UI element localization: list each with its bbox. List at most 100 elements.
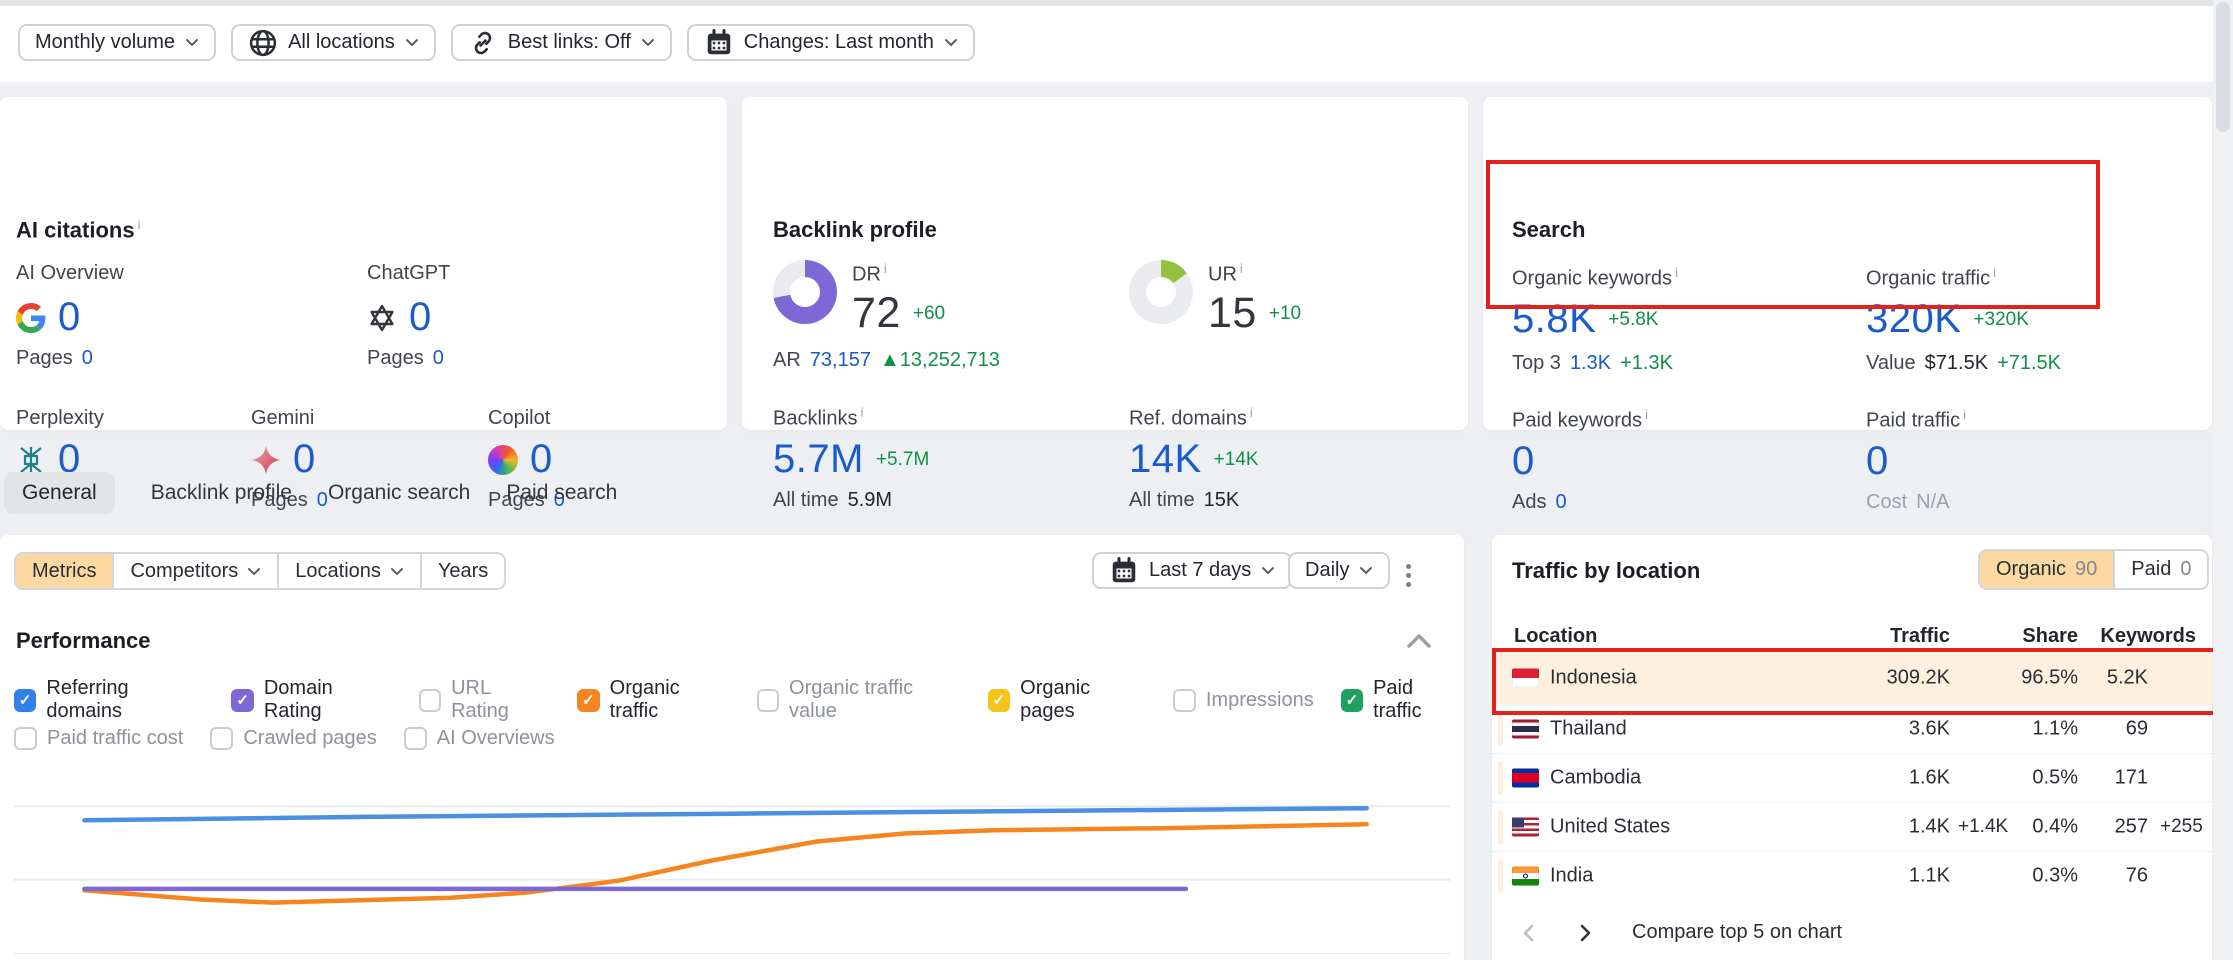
chatgpt-value[interactable]: 0 bbox=[409, 295, 432, 339]
checkbox-url-rating[interactable]: ✓URL Rating bbox=[418, 677, 551, 723]
segment-competitors[interactable]: Competitors bbox=[114, 554, 280, 588]
flag-indonesia bbox=[1512, 668, 1539, 688]
gemini-label: Gemini bbox=[251, 407, 315, 429]
location-row-cambodia[interactable]: Cambodia 1.6K 0.5% 171 bbox=[1492, 753, 2212, 802]
checkbox-organic-traffic-value[interactable]: ✓Organic traffic value bbox=[756, 677, 961, 723]
perplexity-value[interactable]: 0 bbox=[58, 437, 81, 481]
checkbox-organic-pages[interactable]: ✓ Organic pages bbox=[987, 677, 1146, 723]
backlinks-value[interactable]: 5.7M bbox=[773, 437, 864, 481]
ai-overview-value[interactable]: 0 bbox=[58, 295, 81, 339]
ur-value: 15 bbox=[1208, 289, 1257, 337]
checkbox-impressions[interactable]: ✓Impressions bbox=[1172, 688, 1314, 712]
keywords-link[interactable]: 257 bbox=[2114, 815, 2148, 838]
column-header-share[interactable]: Share bbox=[2022, 625, 2078, 647]
changes-dropdown[interactable]: Changes: Last month bbox=[686, 24, 975, 61]
checkbox-paid-traffic[interactable]: ✓ Paid traffic bbox=[1340, 677, 1464, 723]
copilot-label: Copilot bbox=[488, 407, 551, 429]
segment-metrics[interactable]: Metrics bbox=[16, 554, 115, 588]
ref-domains-value[interactable]: 14K bbox=[1129, 437, 1202, 481]
toggle-paid[interactable]: Paid 0 bbox=[2131, 558, 2192, 580]
performance-card: Metrics Competitors Locations Years Last… bbox=[0, 535, 1464, 960]
location-row-united-states[interactable]: United States 1.4K +1.4K 0.4% 257 +255 bbox=[1492, 802, 2212, 851]
toggle-organic[interactable]: Organic 90 bbox=[1980, 551, 2116, 588]
page-scrollbar[interactable] bbox=[2213, 0, 2233, 960]
info-icon: i bbox=[1645, 407, 1648, 422]
keywords-link[interactable]: 69 bbox=[2125, 717, 2148, 740]
granularity-dropdown[interactable]: Daily bbox=[1288, 552, 1391, 589]
chevron-down-icon bbox=[390, 567, 403, 575]
keywords-link[interactable]: 76 bbox=[2125, 864, 2148, 887]
checkbox-organic-traffic[interactable]: ✓ Organic traffic bbox=[577, 677, 729, 723]
organic-keywords-label: Organic keywords i bbox=[1512, 265, 1678, 290]
monthly-volume-dropdown[interactable]: Monthly volume bbox=[18, 24, 217, 61]
checkbox-paid-traffic-cost[interactable]: ✓Paid traffic cost bbox=[14, 727, 183, 750]
date-range-dropdown[interactable]: Last 7 days bbox=[1092, 552, 1293, 589]
keywords-link[interactable]: 171 bbox=[2114, 766, 2148, 789]
ai-overview-pages-link[interactable]: 0 bbox=[81, 347, 93, 369]
info-icon: i bbox=[1993, 265, 1997, 280]
organic-keywords-value[interactable]: 5.8K bbox=[1512, 297, 1597, 341]
ur-delta: +10 bbox=[1268, 302, 1302, 324]
tab-general[interactable]: General bbox=[4, 472, 115, 514]
chatgpt-pages-link[interactable]: 0 bbox=[432, 347, 444, 369]
locations-dropdown[interactable]: All locations bbox=[231, 24, 436, 61]
gemini-pages-link[interactable]: 0 bbox=[316, 489, 328, 511]
column-header-keywords[interactable]: Keywords bbox=[2100, 625, 2196, 647]
chevron-down-icon bbox=[248, 567, 261, 575]
column-header-location[interactable]: Location bbox=[1514, 625, 1598, 647]
checkbox-domain-rating[interactable]: ✓ Domain Rating bbox=[231, 677, 391, 723]
more-options-kebab-icon[interactable] bbox=[1400, 555, 1417, 596]
ads-value-link[interactable]: 0 bbox=[1555, 491, 1567, 513]
tab-backlink-profile[interactable]: Backlink profile bbox=[150, 481, 292, 504]
best-links-dropdown[interactable]: Best links: Off bbox=[450, 24, 672, 61]
ar-delta: ▲13,252,713 bbox=[879, 349, 1000, 371]
copilot-pages-link[interactable]: 0 bbox=[553, 489, 565, 511]
info-icon: i bbox=[1963, 407, 1967, 422]
date-range-label: Last 7 days bbox=[1149, 559, 1252, 581]
top3-value-link[interactable]: 1.3K bbox=[1569, 352, 1612, 374]
organic-traffic-value[interactable]: 320K bbox=[1866, 297, 1962, 341]
paid-traffic-value[interactable]: 0 bbox=[1866, 439, 1889, 483]
chevron-down-icon bbox=[944, 39, 957, 47]
performance-line-chart bbox=[14, 805, 1450, 954]
info-icon: i bbox=[860, 405, 864, 420]
location-row-india[interactable]: India 1.1K 0.3% 76 bbox=[1492, 851, 2212, 900]
ar-label: AR bbox=[773, 349, 801, 371]
checkbox-referring-domains[interactable]: ✓ Referring domains bbox=[14, 677, 204, 723]
paid-traffic-label: Paid traffic i bbox=[1866, 407, 1967, 432]
ref-domains-alltime-value: 15K bbox=[1203, 489, 1240, 511]
tab-organic-search[interactable]: Organic search bbox=[327, 481, 471, 504]
ref-domains-label: Ref. domains i bbox=[1129, 405, 1253, 430]
next-page-icon[interactable] bbox=[1576, 924, 1594, 942]
gemini-value[interactable]: 0 bbox=[293, 437, 316, 481]
checkbox-box: ✓ bbox=[577, 688, 600, 712]
perplexity-icon bbox=[20, 446, 42, 473]
location-row-indonesia[interactable]: Indonesia 309.2K 96.5% 5.2K bbox=[1492, 651, 2212, 704]
scrollbar-thumb[interactable] bbox=[2216, 2, 2230, 132]
alltime-label: All time bbox=[1129, 489, 1195, 511]
location-row-thailand[interactable]: Thailand 3.6K 1.1% 69 bbox=[1492, 704, 2212, 753]
dr-label: DR i bbox=[852, 261, 887, 286]
checkbox-crawled-pages[interactable]: ✓Crawled pages bbox=[210, 727, 377, 750]
segment-locations[interactable]: Locations bbox=[279, 554, 422, 588]
checkbox-ai-overviews[interactable]: ✓AI Overviews bbox=[403, 727, 555, 750]
ar-value-link[interactable]: 73,157 bbox=[809, 349, 871, 371]
checkbox-box: ✓ bbox=[987, 688, 1011, 712]
segment-years[interactable]: Years bbox=[437, 559, 489, 582]
backlinks-label: Backlinks i bbox=[773, 405, 864, 430]
prev-page-icon[interactable] bbox=[1520, 924, 1538, 942]
checkbox-box: ✓ bbox=[756, 688, 780, 712]
keywords-link[interactable]: 5.2K bbox=[2106, 666, 2148, 689]
compare-top5-link[interactable]: Compare top 5 on chart bbox=[1632, 921, 1843, 943]
copilot-value[interactable]: 0 bbox=[530, 437, 553, 481]
perplexity-label: Perplexity bbox=[16, 407, 104, 429]
keywords-delta: +255 bbox=[2160, 816, 2203, 837]
tab-paid-search[interactable]: Paid search bbox=[506, 481, 618, 504]
collapse-chevron-icon[interactable] bbox=[1406, 633, 1432, 649]
paid-keywords-value[interactable]: 0 bbox=[1512, 439, 1535, 483]
ai-overview-label: AI Overview bbox=[16, 262, 124, 284]
top3-delta: +1.3K bbox=[1620, 352, 1673, 374]
column-header-traffic[interactable]: Traffic bbox=[1889, 625, 1950, 647]
checkbox-box: ✓ bbox=[14, 688, 37, 712]
